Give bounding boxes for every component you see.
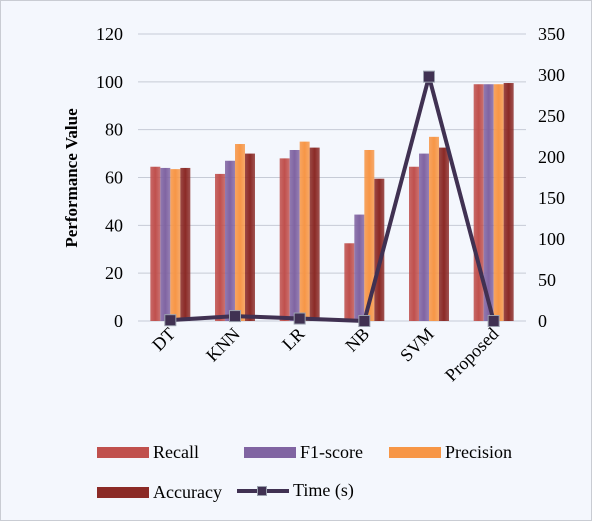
bar-accuracy-proposed <box>503 83 514 321</box>
x-axis-ticks: DT KNN LR NB SVM Proposed <box>148 324 502 386</box>
time-line <box>164 70 500 327</box>
bar-f1-score-knn <box>225 160 235 321</box>
bars <box>150 83 514 321</box>
bar-precision-dt <box>170 169 181 321</box>
x-tick-label: LR <box>278 324 308 354</box>
y2-tick-label: 100 <box>538 229 565 249</box>
bar-recall-svm <box>409 166 419 321</box>
time-point-knn <box>229 310 241 323</box>
bar-f1-score-svm <box>419 153 429 321</box>
y2-tick-label: 200 <box>538 147 565 167</box>
bar-accuracy-nb <box>374 178 385 321</box>
x-tick-label: NB <box>341 324 373 356</box>
time-point-dt <box>164 314 177 327</box>
y-tick-label: 100 <box>96 72 123 92</box>
time-point-lr <box>293 312 306 325</box>
bar-precision-nb <box>364 149 375 321</box>
bar-accuracy-dt <box>180 167 191 321</box>
bar-accuracy-knn <box>245 153 255 321</box>
time-point-proposed <box>487 315 500 327</box>
y2-tick-label: 300 <box>538 65 565 85</box>
y-tick-label: 40 <box>105 215 123 235</box>
y-tick-label: 0 <box>114 311 123 331</box>
time-point-nb <box>358 315 371 327</box>
y-axis-left-ticks: 0 20 40 60 80 100 120 <box>96 24 123 331</box>
y2-tick-label: 250 <box>538 106 565 126</box>
x-tick-label: SVM <box>396 324 438 366</box>
bar-recall-nb <box>344 243 355 321</box>
bar-precision-svm <box>429 136 439 321</box>
y-tick-label: 60 <box>105 168 123 188</box>
bar-precision-lr <box>299 141 310 321</box>
y-tick-label: 80 <box>105 120 123 140</box>
gridlines <box>138 33 526 322</box>
bar-accuracy-lr <box>309 147 320 321</box>
y-axis-label: Performance Value <box>62 108 81 248</box>
bar-f1-score-lr <box>289 149 300 321</box>
bar-recall-lr <box>279 158 290 321</box>
y2-tick-label: 0 <box>538 311 547 331</box>
y-tick-label: 120 <box>96 24 123 44</box>
bar-f1-score-proposed <box>483 84 494 321</box>
y-tick-label: 20 <box>105 263 123 283</box>
x-tick-label: Proposed <box>441 324 503 386</box>
bar-f1-score-dt <box>160 167 171 321</box>
bar-recall-dt <box>150 166 161 321</box>
x-tick-label: KNN <box>202 324 244 366</box>
bar-recall-knn <box>215 173 225 321</box>
bar-recall-proposed <box>473 84 484 321</box>
time-point-svm <box>423 70 435 83</box>
bar-precision-knn <box>235 144 245 321</box>
bar-f1-score-nb <box>354 214 365 321</box>
y2-tick-label: 350 <box>538 24 565 44</box>
y-axis-right-ticks: 0 50 100 150 200 250 300 350 <box>538 24 565 331</box>
y2-tick-label: 150 <box>538 188 565 208</box>
time-series-line <box>170 74 496 323</box>
x-tick-label: DT <box>148 324 179 355</box>
bar-accuracy-svm <box>439 147 449 321</box>
y2-tick-label: 50 <box>538 270 556 290</box>
bar-precision-proposed <box>493 84 504 321</box>
